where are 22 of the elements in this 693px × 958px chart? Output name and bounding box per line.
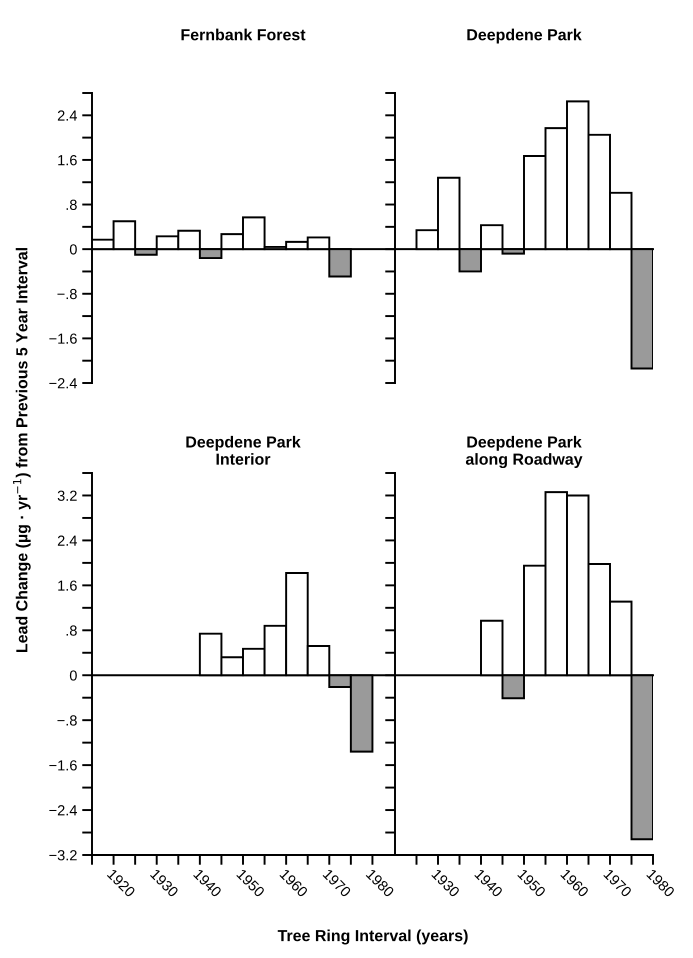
y-tick-label: −2.4 (49, 378, 77, 388)
y-tick-label: −1.6 (49, 333, 77, 344)
chart-title: Deepdene Park (467, 28, 582, 44)
y-tick-label: 0 (70, 244, 77, 255)
y-tick-label: −.8 (57, 715, 77, 726)
y-tick-label: −3.2 (49, 850, 77, 860)
chart-title: Deepdene Park Interior (186, 436, 301, 465)
chart-title: Fernbank Forest (182, 28, 306, 40)
y-tick-label: .8 (66, 200, 77, 210)
y-tick-label: 3.2 (58, 490, 77, 501)
y-tick-label: 1.6 (58, 155, 77, 166)
y-tick-label: 0 (70, 670, 77, 681)
x-axis-title: Tree Ring Interval (years) (278, 930, 468, 944)
y-tick-label: −1.6 (49, 760, 77, 771)
y-tick-label: −2.4 (49, 805, 77, 816)
y-axis-title: Lead Change (µg · yr$^{−1}$) from Previous 5 Year Interval (13, 248, 31, 652)
y-tick-label: .8 (66, 625, 77, 636)
y-tick-label: −.8 (57, 288, 77, 300)
y-tick-label: 2.4 (58, 536, 77, 546)
chart-title: Deepdene Park along Roadway (466, 436, 582, 468)
y-tick-label: 1.6 (58, 580, 77, 591)
y-tick-label: 2.4 (58, 110, 77, 121)
